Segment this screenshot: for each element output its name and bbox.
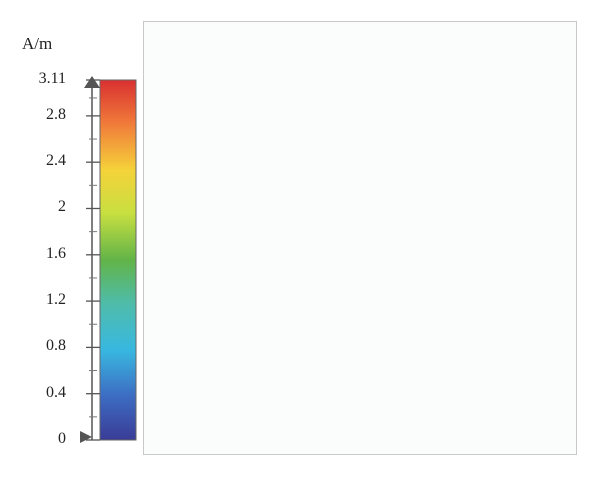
colorbar-tick-label: 2.4 — [46, 152, 66, 170]
colorbar-tick-label: 0.8 — [46, 337, 66, 355]
colorbar-tick-label: 2 — [58, 198, 66, 216]
colorbar-unit-label: A/m — [22, 34, 53, 53]
colorbar — [80, 76, 137, 443]
colorbar-tick-label: 3.11 — [38, 70, 66, 87]
colorbar-max-marker-icon — [84, 76, 100, 88]
colorbar-tick-label: 2.8 — [46, 105, 66, 123]
colorbar-tick-label: 0.4 — [46, 383, 66, 401]
colorbar-tick-label: 1.2 — [46, 291, 66, 309]
colorbar-tick-label: 0 — [58, 430, 66, 447]
colorbar-min-marker-icon — [80, 431, 92, 443]
colorbar-gradient — [99, 79, 137, 441]
plot-frame — [143, 21, 577, 455]
colorbar-tick-label: 1.6 — [46, 244, 66, 262]
